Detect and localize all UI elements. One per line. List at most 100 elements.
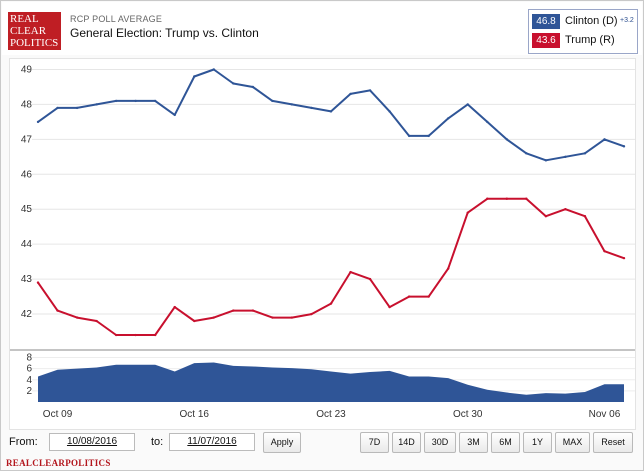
data-point: [310, 106, 313, 110]
spread-tick-label: 2: [26, 386, 32, 397]
header: REAL CLEAR POLITICS RCP POLL AVERAGE Gen…: [2, 2, 642, 55]
data-point: [154, 99, 157, 103]
spread-area: [38, 362, 624, 402]
series-line-clinton: [37, 68, 625, 162]
x-tick-label: Nov 06: [589, 409, 621, 420]
data-point: [368, 89, 372, 92]
data-point: [544, 159, 548, 162]
data-point: [388, 110, 391, 113]
data-point: [212, 68, 215, 71]
data-point: [349, 92, 352, 96]
range-button-6m[interactable]: 6M: [491, 432, 520, 453]
legend-spread-clinton: +3.2: [620, 17, 634, 24]
data-point: [329, 302, 333, 305]
data-point: [95, 319, 98, 323]
to-date-input[interactable]: 11/07/2016: [169, 433, 255, 451]
data-point: [232, 82, 235, 85]
data-point: [427, 295, 430, 298]
legend-name-clinton: Clinton (D): [565, 15, 618, 27]
data-point: [193, 319, 196, 323]
range-button-max[interactable]: MAX: [555, 432, 590, 453]
apply-button[interactable]: Apply: [263, 432, 301, 453]
data-point: [447, 117, 450, 120]
range-button-14d[interactable]: 14D: [392, 432, 421, 453]
data-point: [75, 106, 79, 110]
data-point: [583, 152, 587, 155]
data-point: [310, 312, 313, 316]
data-point: [466, 103, 469, 106]
data-point: [349, 270, 352, 274]
data-point: [603, 138, 606, 141]
data-point: [583, 215, 587, 218]
data-point: [407, 134, 411, 138]
spread-tick-label: 8: [26, 353, 32, 364]
chart-area: 42 43 44 45 46 47 48 49 2 4 6 8 Oct 09 Oct 16 Oct 23 Oc…: [9, 58, 636, 430]
data-point: [622, 256, 626, 260]
data-point: [622, 145, 626, 148]
x-tick-label: Oct 30: [453, 409, 483, 420]
data-point: [505, 138, 508, 141]
data-point: [525, 152, 528, 155]
footer-brand: REALCLEARPOLITICS: [6, 458, 111, 468]
legend-value-trump: 43.6: [532, 33, 560, 48]
chart-kicker: RCP POLL AVERAGE: [70, 14, 163, 24]
data-point: [193, 75, 196, 78]
data-point: [603, 249, 606, 253]
legend-name-trump: Trump (R): [565, 34, 615, 46]
range-button-7d[interactable]: 7D: [360, 432, 389, 453]
data-point: [271, 316, 274, 319]
reset-button[interactable]: Reset: [593, 432, 633, 453]
y-tick-label: 46: [21, 169, 33, 180]
y-tick-label: 45: [21, 204, 33, 215]
data-point: [75, 316, 79, 319]
y-tick-label: 44: [21, 239, 33, 250]
range-button-3m[interactable]: 3M: [459, 432, 488, 453]
data-point: [232, 309, 235, 312]
data-point: [173, 305, 176, 309]
y-tick-label: 49: [21, 64, 33, 75]
data-point: [290, 316, 294, 319]
logo-line-1: REAL: [10, 13, 39, 25]
from-label: From:: [9, 436, 38, 448]
data-point: [36, 120, 40, 124]
data-point: [95, 103, 98, 106]
y-tick-label: 47: [21, 134, 33, 145]
data-point: [212, 316, 215, 319]
data-point: [388, 305, 391, 309]
data-point: [114, 333, 118, 337]
y-tick-label: 43: [21, 274, 33, 285]
data-point: [525, 197, 528, 200]
data-point: [56, 106, 59, 110]
data-point: [564, 208, 567, 211]
x-tick-label: Oct 23: [316, 409, 346, 420]
logo-line-2: CLEAR: [10, 25, 47, 37]
data-point: [486, 197, 489, 200]
data-point: [36, 281, 40, 284]
data-point: [134, 99, 137, 103]
data-point: [544, 215, 548, 218]
series-line-trump: [37, 197, 625, 336]
to-label: to:: [151, 436, 164, 448]
range-button-30d[interactable]: 30D: [424, 432, 456, 453]
data-point: [154, 333, 157, 337]
range-controls: From: 10/08/2016 to: 11/07/2016 Apply 7D…: [1, 429, 643, 459]
logo-line-3: POLITICS: [10, 37, 59, 49]
range-button-1y[interactable]: 1Y: [523, 432, 552, 453]
data-point: [251, 309, 255, 312]
data-point: [290, 103, 294, 106]
x-tick-label: Oct 09: [43, 409, 73, 420]
rcp-logo: REAL CLEAR POLITICS: [8, 12, 61, 50]
spread-tick-label: 4: [26, 375, 32, 386]
data-point: [114, 99, 118, 103]
data-point: [271, 99, 274, 103]
data-point: [56, 309, 59, 312]
y-tick-label: 42: [21, 309, 33, 320]
data-point: [368, 277, 372, 281]
data-point: [173, 113, 176, 117]
legend-value-clinton: 46.8: [532, 14, 560, 29]
data-point: [466, 211, 469, 214]
data-point: [251, 85, 255, 89]
legend: 46.8 Clinton (D) +3.2 43.6 Trump (R): [528, 9, 638, 54]
from-date-input[interactable]: 10/08/2016: [49, 433, 135, 451]
